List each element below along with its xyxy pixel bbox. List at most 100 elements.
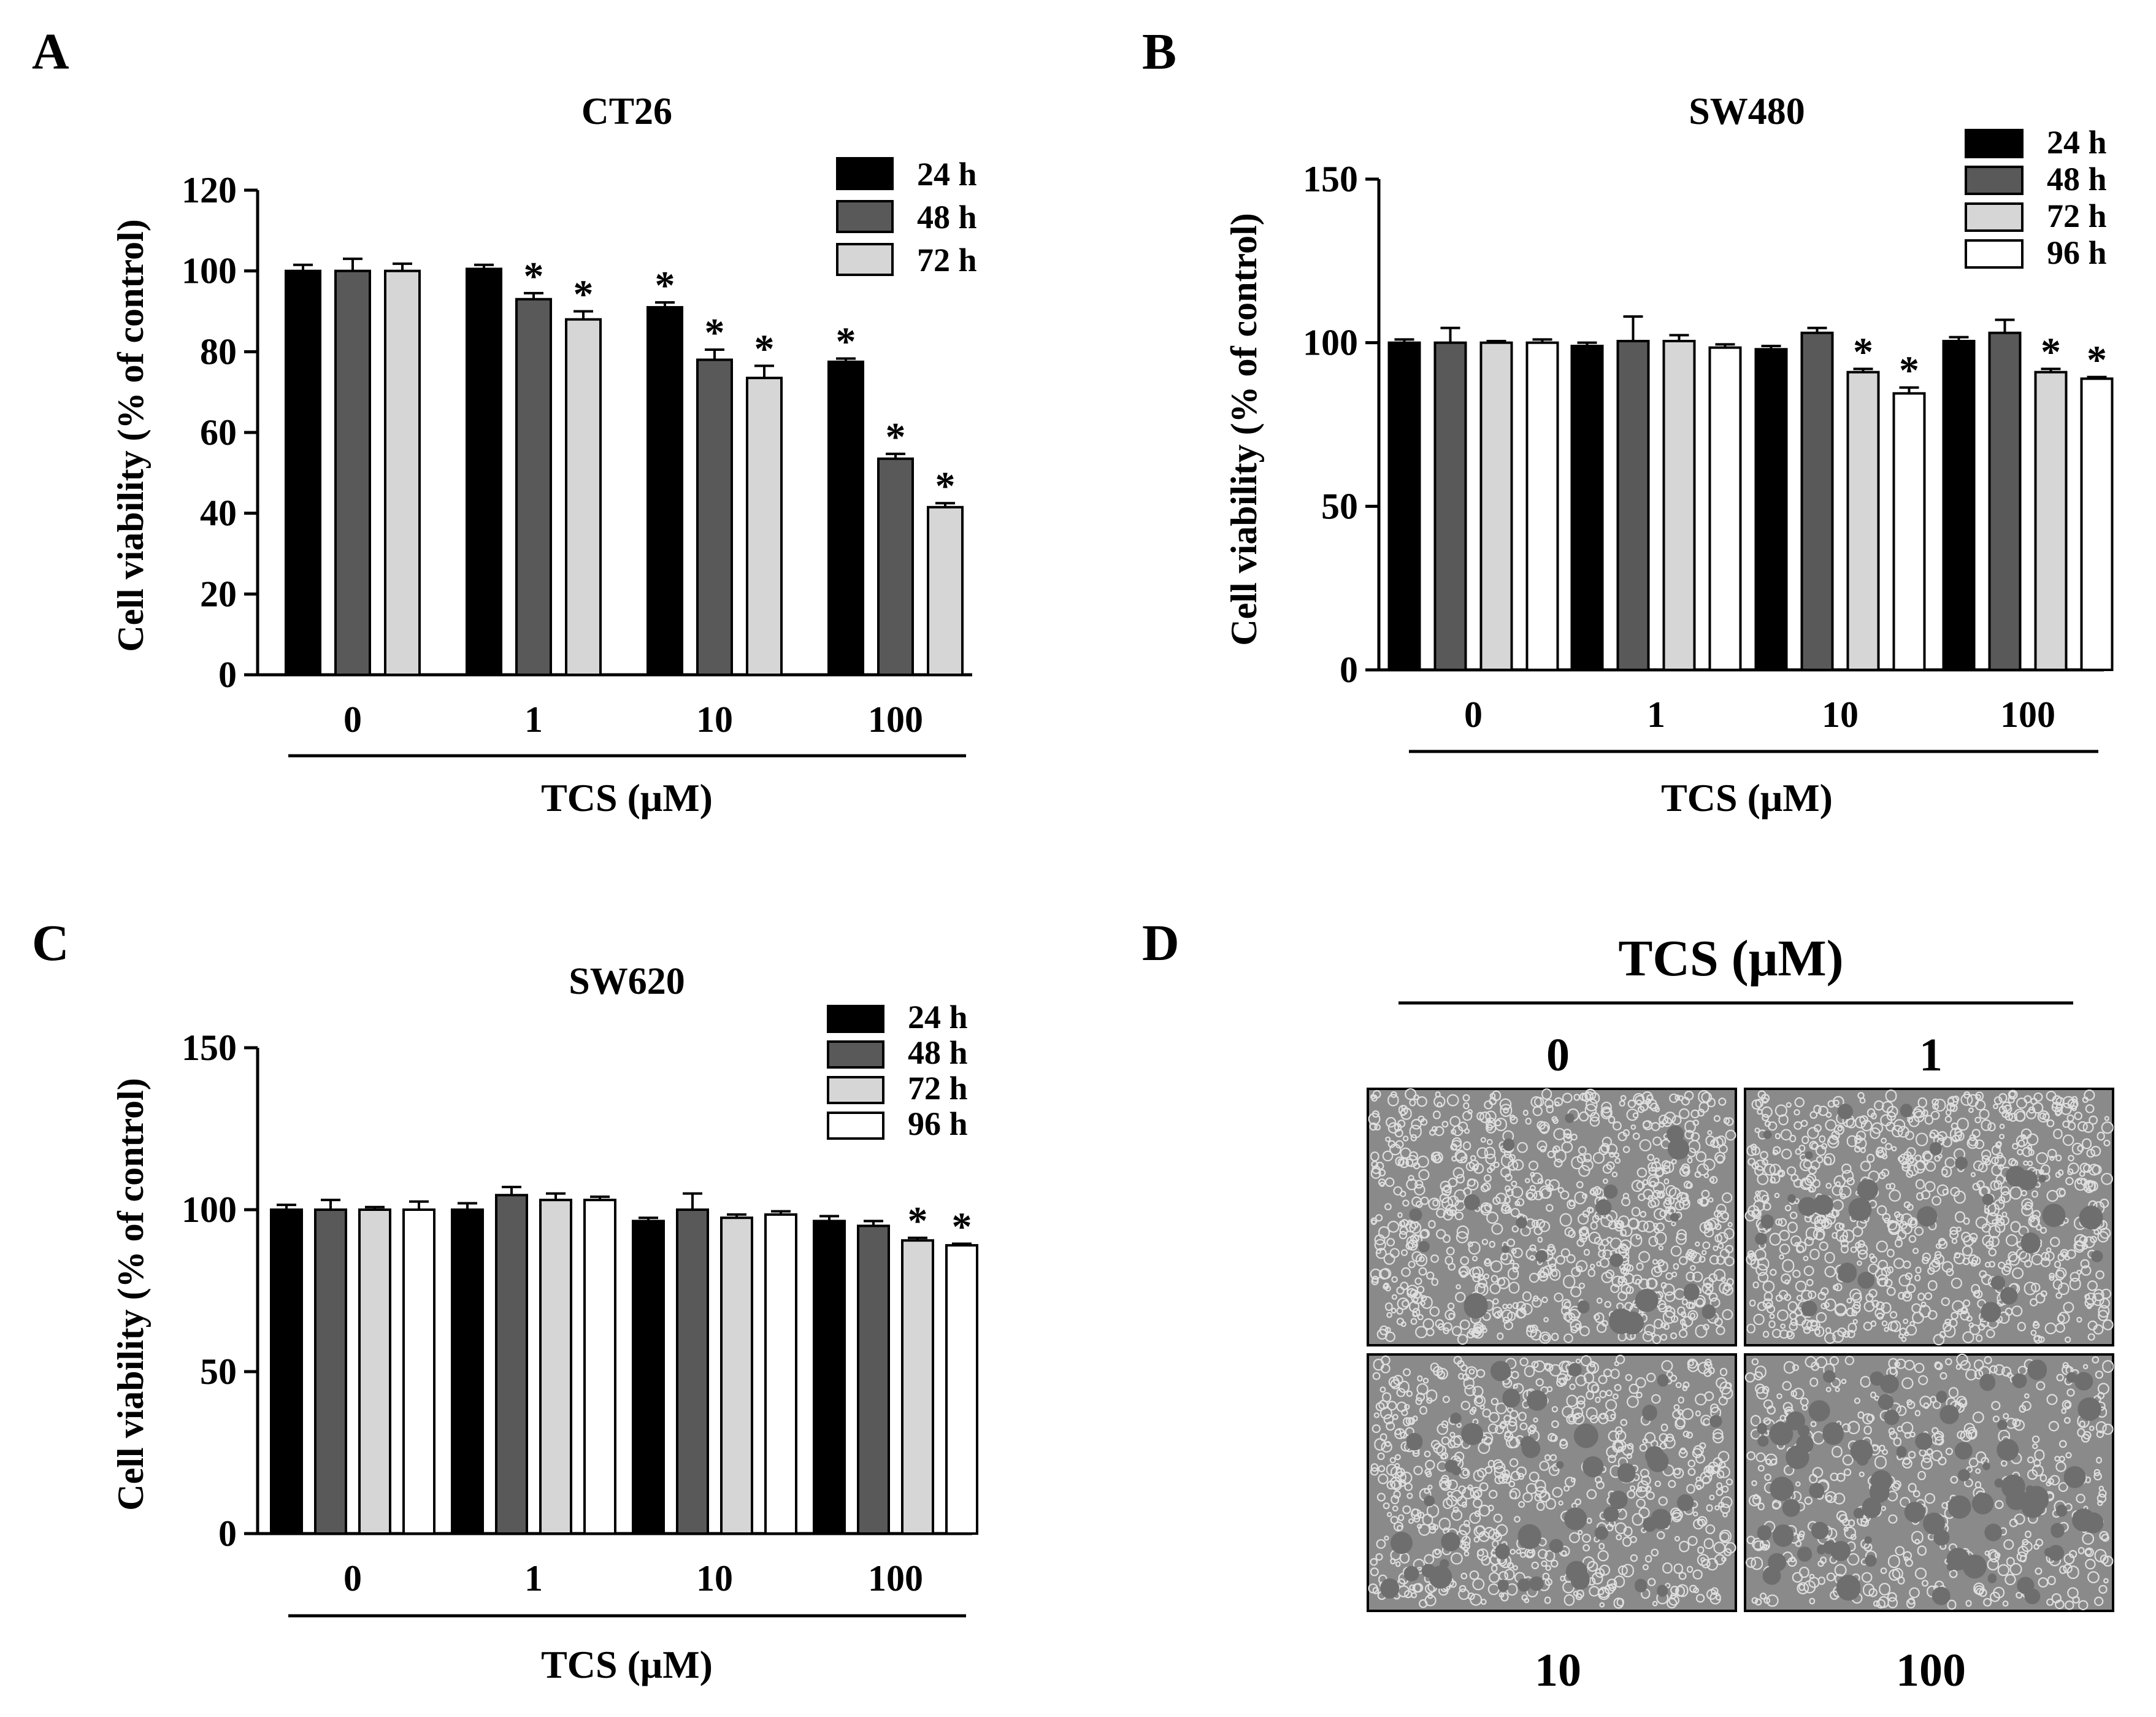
category-label: 10 bbox=[696, 699, 733, 740]
micrograph-image-100 bbox=[1744, 1353, 2114, 1612]
bar-72h-0 bbox=[358, 1208, 391, 1535]
y-tick-label: 120 bbox=[182, 170, 237, 210]
micrograph-label-100: 100 bbox=[1896, 1645, 1966, 1696]
micrograph-image-10 bbox=[1367, 1353, 1737, 1612]
legend-label: 72 h bbox=[2047, 198, 2107, 234]
bar-24h-100 bbox=[827, 360, 864, 677]
bar-72h-10 bbox=[1846, 371, 1880, 672]
category-label: 10 bbox=[1822, 694, 1859, 735]
bar-72h-10 bbox=[746, 377, 783, 676]
significance-marker: * bbox=[886, 415, 906, 459]
bar-72h-0 bbox=[1479, 341, 1513, 671]
x-axis-label: TCS (μM) bbox=[541, 776, 713, 820]
cell-texture bbox=[1368, 1088, 1736, 1345]
bar-48h-0 bbox=[1433, 341, 1467, 671]
y-tick-label: 20 bbox=[200, 574, 237, 614]
significance-marker: * bbox=[574, 272, 594, 317]
chart-title: SW620 bbox=[569, 961, 685, 1002]
legend-label: 48 h bbox=[917, 199, 977, 236]
legend-swatch-96h bbox=[827, 1112, 884, 1140]
y-tick-label: 150 bbox=[182, 1028, 237, 1068]
legend-swatch-24h bbox=[1965, 129, 2024, 158]
y-axis-label-group: Cell viability (% of control) bbox=[1224, 213, 1264, 645]
category-label: 100 bbox=[868, 699, 923, 740]
y-axis-label-group: Cell viability (% of control) bbox=[110, 1078, 151, 1510]
legend-label: 72 h bbox=[917, 242, 977, 278]
significance-marker: * bbox=[836, 320, 856, 364]
micrograph-label-1: 1 bbox=[1919, 1029, 1943, 1081]
y-axis-label: Cell viability (% of control) bbox=[110, 1078, 151, 1510]
micrograph-grid bbox=[1367, 1088, 2114, 1612]
bar-48h-0 bbox=[334, 269, 371, 676]
micrograph-panel: TCS (μM) 0 1 10 100 bbox=[1367, 930, 2114, 1696]
bar-96h-100 bbox=[945, 1244, 978, 1535]
micrograph-label-0: 0 bbox=[1546, 1029, 1570, 1081]
cell-texture bbox=[1744, 1089, 2114, 1346]
category-label: 0 bbox=[343, 1558, 362, 1599]
category-label: 1 bbox=[1647, 694, 1665, 735]
significance-marker: * bbox=[655, 263, 675, 308]
bar-72h-1 bbox=[1662, 340, 1696, 671]
panel-label-a: A bbox=[32, 23, 69, 80]
legend-swatch-48h bbox=[827, 1040, 884, 1069]
bar-48h-1 bbox=[515, 298, 552, 676]
bar-72h-1 bbox=[539, 1199, 572, 1535]
category-label: 0 bbox=[1464, 694, 1483, 735]
y-tick-label: 100 bbox=[1303, 323, 1358, 363]
micrograph-image-1 bbox=[1744, 1088, 2114, 1346]
bar-96h-1 bbox=[1708, 346, 1742, 671]
bar-24h-100 bbox=[813, 1220, 846, 1535]
significance-marker: * bbox=[1853, 329, 1873, 374]
y-tick-label: 60 bbox=[200, 412, 237, 453]
significance-marker: * bbox=[1899, 348, 1919, 393]
bar-72h-100 bbox=[2034, 371, 2068, 672]
y-axis-label-group: Cell viability (% of control) bbox=[110, 219, 151, 651]
bar-24h-10 bbox=[1754, 348, 1788, 671]
panel-label-b: B bbox=[1142, 23, 1176, 80]
bar-48h-10 bbox=[1800, 331, 1834, 671]
legend-label: 48 h bbox=[908, 1034, 968, 1071]
y-tick-label: 40 bbox=[200, 493, 237, 534]
y-tick-label: 0 bbox=[218, 1513, 237, 1554]
category-label: 1 bbox=[524, 1558, 543, 1599]
bar-48h-100 bbox=[877, 457, 914, 677]
chart-ct26: CT26 Cell viability (% of control) TCS (… bbox=[110, 91, 977, 820]
bar-96h-10 bbox=[1892, 392, 1926, 671]
bar-48h-1 bbox=[495, 1194, 528, 1535]
legend-label: 48 h bbox=[2047, 161, 2107, 198]
significance-marker: * bbox=[705, 310, 725, 355]
legend-swatch-48h bbox=[1965, 166, 2024, 195]
legend-swatch-72h bbox=[836, 243, 894, 276]
plot-area: 0 50 100 150 0 1 * * 10 * * 100 bbox=[1303, 159, 2114, 753]
bar-96h-100 bbox=[2080, 377, 2114, 671]
bar-24h-10 bbox=[632, 1220, 665, 1535]
bar-72h-10 bbox=[720, 1216, 753, 1535]
legend-swatch-72h bbox=[1965, 202, 2024, 232]
y-axis-label: Cell viability (% of control) bbox=[1224, 213, 1264, 645]
y-tick-label: 150 bbox=[1303, 159, 1358, 199]
bar-24h-100 bbox=[1942, 340, 1976, 671]
legend-swatch-24h bbox=[836, 157, 894, 190]
micrograph-title: TCS (μM) bbox=[1618, 930, 1843, 987]
category-label: 10 bbox=[696, 1558, 733, 1599]
plot-area: 0 20 40 60 80 100 120 0 * * 1 * * * 10 * * * 100 bbox=[182, 170, 972, 758]
legend-label: 72 h bbox=[908, 1070, 968, 1107]
bar-24h-0 bbox=[270, 1208, 303, 1535]
legend: 24 h 48 h 72 h bbox=[836, 156, 977, 278]
legend-swatch-48h bbox=[836, 200, 894, 233]
y-tick-label: 0 bbox=[218, 655, 237, 695]
bar-24h-10 bbox=[646, 305, 683, 676]
chart-sw620: SW620 Cell viability (% of control) TCS … bbox=[110, 961, 978, 1686]
panel-label-d: D bbox=[1142, 915, 1180, 972]
bar-48h-1 bbox=[1616, 340, 1650, 671]
bar-96h-0 bbox=[402, 1208, 435, 1535]
category-label: 100 bbox=[868, 1558, 923, 1599]
bar-96h-0 bbox=[1525, 341, 1559, 671]
panel-label-c: C bbox=[32, 915, 69, 972]
legend-label: 24 h bbox=[908, 999, 968, 1035]
bar-48h-100 bbox=[1988, 331, 2022, 671]
bar-48h-0 bbox=[314, 1208, 347, 1535]
y-tick-label: 50 bbox=[200, 1351, 237, 1392]
legend-swatch-24h bbox=[827, 1005, 884, 1033]
empty-space-texture bbox=[1757, 1359, 2104, 1605]
